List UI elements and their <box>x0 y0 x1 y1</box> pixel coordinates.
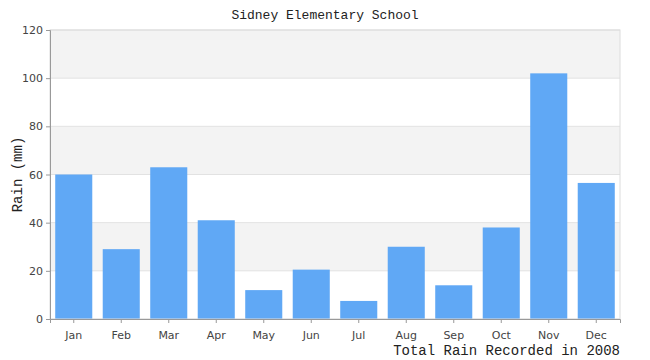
x-tick-label: Aug <box>396 329 417 342</box>
y-tick-label: 40 <box>29 217 43 230</box>
x-axis: Jan Feb Mar Apr May Jun Jul Aug Sep Oct Nov Dec <box>51 319 621 342</box>
y-tick-label: 120 <box>22 24 43 37</box>
y-tick-mark <box>46 30 50 31</box>
x-tick-mark <box>168 319 169 323</box>
y-tick: 40 <box>29 217 50 230</box>
bar <box>55 175 92 320</box>
x-tick-mark <box>548 319 549 323</box>
y-tick-mark <box>46 319 50 320</box>
grid-band <box>50 30 620 78</box>
bars <box>55 73 615 319</box>
plot: 0 20 40 60 80 100 120 Jan Feb Mar Apr May Jun Jul Aug S… <box>22 24 621 342</box>
plot-frame <box>50 30 620 319</box>
x-tick-label: Oct <box>492 329 512 342</box>
x-tick-label: Jul <box>351 329 365 342</box>
y-tick-mark <box>46 271 50 272</box>
bar <box>245 290 282 319</box>
y-tick: 120 <box>22 24 50 37</box>
y-axis-title: Rain (mm) <box>10 137 26 213</box>
x-tick-label: Dec <box>586 329 607 342</box>
x-tick-label: Jun <box>302 329 320 342</box>
x-tick-mark <box>73 319 74 323</box>
y-tick: 60 <box>29 169 50 182</box>
x-tick-mark <box>501 319 502 323</box>
y-tick-label: 0 <box>36 313 43 326</box>
bar <box>293 270 330 319</box>
bar <box>103 249 140 319</box>
y-axis-line <box>46 31 51 320</box>
x-tick-label: Jan <box>64 329 82 342</box>
bar <box>150 167 187 319</box>
y-tick-label: 60 <box>29 169 43 182</box>
y-axis: 0 20 40 60 80 100 120 <box>22 24 51 326</box>
y-tick-mark <box>46 78 50 79</box>
x-tick-mark <box>263 319 264 323</box>
y-tick: 80 <box>29 120 50 133</box>
x-tick: Aug <box>396 319 417 342</box>
x-tick: Jun <box>302 319 320 342</box>
x-tick: Mar <box>158 319 179 342</box>
bar <box>530 73 567 319</box>
x-tick-label: Feb <box>112 329 131 342</box>
x-tick: Jul <box>351 319 365 342</box>
x-tick: Jan <box>64 319 82 342</box>
bar <box>198 220 235 319</box>
x-tick-mark <box>121 319 122 323</box>
x-tick-label: Apr <box>207 329 227 342</box>
x-axis-title: Total Rain Recorded in 2008 <box>393 343 620 359</box>
x-tick-label: Nov <box>538 329 560 342</box>
x-tick-mark <box>216 319 217 323</box>
x-tick: Sep <box>443 319 464 342</box>
bar <box>340 301 377 319</box>
x-tick-label: Mar <box>158 329 179 342</box>
y-tick: 20 <box>29 265 50 278</box>
y-tick-mark <box>46 223 50 224</box>
bar <box>435 285 472 319</box>
chart: 0 20 40 60 80 100 120 Jan Feb Mar Apr May Jun Jul Aug S… <box>0 0 650 360</box>
x-tick-label: May <box>252 329 275 342</box>
x-tick: Dec <box>586 319 607 342</box>
x-tick: Apr <box>207 319 227 342</box>
y-tick-mark <box>46 126 50 127</box>
x-tick-mark <box>358 319 359 323</box>
x-tick: Feb <box>112 319 131 342</box>
y-tick-mark <box>46 175 50 176</box>
bar <box>388 247 425 319</box>
grid <box>50 30 620 319</box>
bar <box>578 183 615 319</box>
bar <box>483 227 520 319</box>
plot-background <box>50 30 620 319</box>
y-tick-label: 20 <box>29 265 43 278</box>
x-axis-line <box>51 320 621 324</box>
y-tick-label: 80 <box>29 120 43 133</box>
x-tick: Nov <box>538 319 560 342</box>
y-tick-label: 100 <box>22 72 43 85</box>
y-tick: 100 <box>22 72 50 85</box>
x-tick: Oct <box>492 319 512 342</box>
x-tick-mark <box>406 319 407 323</box>
x-tick-mark <box>453 319 454 323</box>
x-tick: May <box>252 319 275 342</box>
x-tick-label: Sep <box>443 329 464 342</box>
x-tick-mark <box>311 319 312 323</box>
title: Sidney Elementary School <box>231 8 418 23</box>
y-tick: 0 <box>36 313 50 326</box>
x-tick-mark <box>596 319 597 323</box>
